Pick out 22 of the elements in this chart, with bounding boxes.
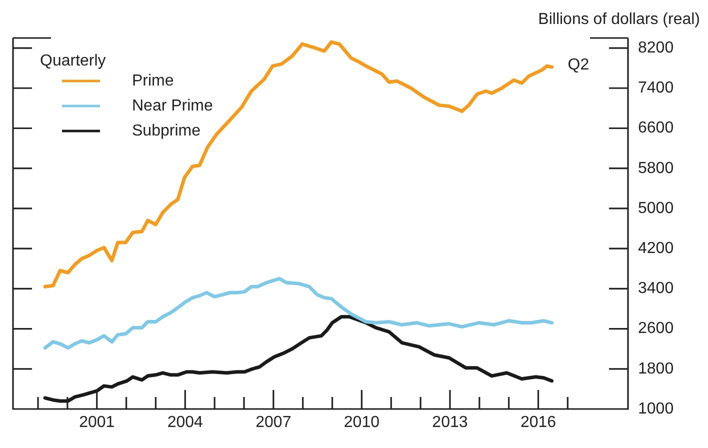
y-tick-label: 4200 bbox=[638, 240, 674, 257]
y-tick-label: 2600 bbox=[638, 320, 674, 338]
y-tick-label: 3400 bbox=[638, 280, 674, 298]
y-tick-label: 1000 bbox=[638, 400, 674, 418]
y-tick-label: 5000 bbox=[638, 200, 674, 217]
x-tick-label: 2004 bbox=[167, 414, 204, 432]
y-tick-label: 8200 bbox=[638, 39, 674, 56]
y-tick-label: 6600 bbox=[638, 120, 674, 137]
annotation: Q2 bbox=[568, 56, 590, 74]
y-tick-label: 5800 bbox=[638, 160, 674, 177]
y-tick-label: 7400 bbox=[638, 80, 674, 97]
legend-label: Prime bbox=[132, 72, 174, 90]
x-tick-label: 2010 bbox=[344, 414, 380, 432]
x-tick-label: 2016 bbox=[520, 414, 556, 432]
x-tick-label: 2013 bbox=[432, 414, 468, 432]
x-tick-label: 2007 bbox=[256, 414, 292, 432]
x-tick-label: 2001 bbox=[79, 414, 115, 432]
legend-title: Quarterly bbox=[40, 52, 106, 70]
legend-label: Near Prime bbox=[132, 97, 214, 114]
legend-label: Subprime bbox=[132, 122, 201, 140]
y-tick-label: 1800 bbox=[638, 360, 674, 378]
y-axis-title: Billions of dollars (real) bbox=[538, 11, 700, 28]
